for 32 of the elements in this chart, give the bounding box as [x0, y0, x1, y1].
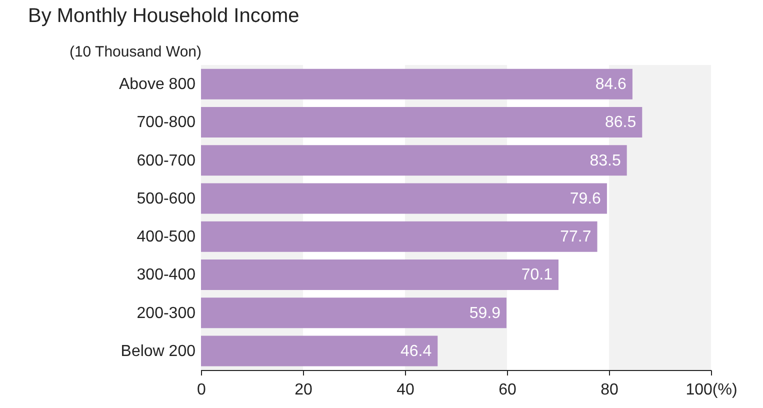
data-label: 83.5: [590, 152, 621, 170]
bar: [201, 221, 598, 252]
y-axis-title: (10 Thousand Won): [69, 44, 202, 60]
x-tick-label: 0: [197, 382, 206, 398]
y-tick-label: 600-700: [136, 152, 196, 170]
y-tick-label: Below 200: [120, 342, 196, 360]
bar: [201, 68, 632, 100]
y-tick-label: 200-300: [136, 304, 196, 322]
bar: [201, 183, 607, 214]
y-tick-label: 500-600: [136, 190, 196, 208]
data-label: 59.9: [469, 304, 501, 322]
y-tick-label: Above 800: [118, 76, 196, 94]
data-label: 46.4: [400, 342, 432, 360]
chart-title: By Monthly Household Income: [28, 5, 300, 27]
y-tick-label: 400-500: [136, 228, 196, 246]
x-tick-label: 40: [396, 382, 414, 398]
data-label: 77.7: [560, 228, 592, 246]
y-tick-label: 300-400: [136, 266, 196, 284]
bar: [201, 259, 559, 290]
data-label: 86.5: [605, 114, 636, 132]
bar: [201, 145, 627, 176]
bar: [201, 298, 506, 328]
data-label: 79.6: [570, 190, 602, 208]
x-tick-label: 60: [498, 382, 516, 398]
data-label: 84.6: [595, 76, 627, 94]
x-tick-label: 100(%): [686, 382, 738, 398]
data-label: 70.1: [521, 266, 553, 284]
x-tick-label: 20: [294, 382, 312, 398]
bar: [201, 336, 438, 366]
x-tick-label: 80: [600, 382, 618, 398]
y-tick-label: 700-800: [136, 114, 196, 132]
bar: [201, 106, 642, 138]
